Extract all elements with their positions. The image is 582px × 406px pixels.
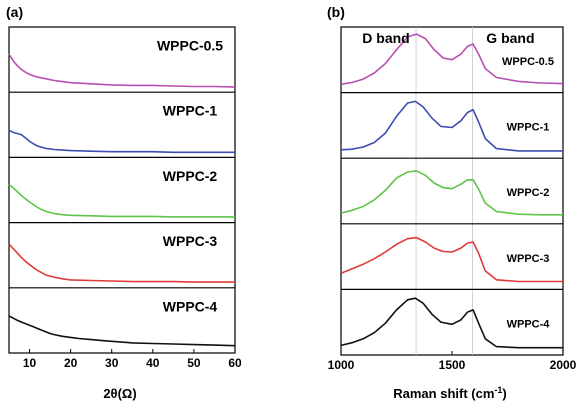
panel-b: WPPC-0.5 WPPC-1 WPPC-2 WPPC-3 WPPC-4 1000 1500…	[328, 26, 577, 372]
panel-a-plot-frame	[8, 26, 236, 354]
panel-b-label: (b)	[327, 4, 345, 20]
panel-b-xlabel: Raman shift (cm-1)	[393, 385, 507, 401]
panel-b-x-tick-label: 2000	[550, 358, 577, 372]
panel-a-series-line-wppc-4	[8, 315, 236, 347]
panel-a-series-line-wppc-05	[8, 53, 236, 88]
panel-a-x-tick-label: 10	[23, 356, 37, 370]
panel-a-x-tick-label: 40	[146, 356, 160, 370]
panel-b-series-line-wppc-05	[340, 33, 564, 85]
panel-a-x-tick-label: 50	[187, 356, 201, 370]
panel-a-xlabel: 2θ(Ω)	[103, 386, 136, 401]
panel-b-series-line-wppc-3	[340, 236, 563, 283]
panel-b-xlabel-sup: -1	[494, 385, 502, 395]
panel-a-x-tick-label: 60	[228, 356, 242, 370]
panel-b-series-label: WPPC-0.5	[502, 56, 554, 68]
panel-b-series-label: WPPC-1	[507, 122, 550, 134]
panel-a-series-line-wppc-1	[8, 129, 235, 154]
panel-b-band-label: G band	[486, 30, 534, 46]
panel-a-series-line-wppc-2	[8, 183, 235, 218]
panel-a-series-label: WPPC-4	[163, 298, 218, 314]
panel-a-series-line-wppc-3	[8, 243, 235, 283]
panel-a-x-tick-label: 30	[105, 356, 119, 370]
panel-a-series-label: WPPC-1	[163, 103, 218, 119]
panel-b-series-line-wppc-4	[340, 297, 563, 349]
panel-a-series-label: WPPC-0.5	[157, 37, 223, 53]
panel-b-series-label: WPPC-2	[507, 187, 550, 199]
panel-b-series-line-wppc-2	[340, 170, 563, 216]
panel-b-series-line-wppc-1	[340, 100, 563, 152]
panel-a-series-label: WPPC-3	[163, 233, 218, 249]
panel-a-x-tick-label: 20	[64, 356, 78, 370]
panel-b-x-tick-label: 1500	[439, 358, 466, 372]
panel-a-label: (a)	[6, 4, 23, 20]
panel-b-x-tick-label: 1000	[328, 358, 355, 372]
panel-b-xlabel-main: Raman shift (cm	[393, 386, 494, 401]
panel-b-series-label: WPPC-4	[507, 318, 551, 330]
panel-b-series-label: WPPC-3	[507, 253, 550, 265]
panel-b-band-label: D band	[362, 30, 409, 46]
panel-b-xlabel-end: )	[502, 386, 506, 401]
panel-a-series-label: WPPC-2	[163, 168, 218, 184]
panel-a: WPPC-0.5 WPPC-1 WPPC-2 WPPC-3 WPPC-4 10 20 30 40…	[8, 26, 242, 370]
